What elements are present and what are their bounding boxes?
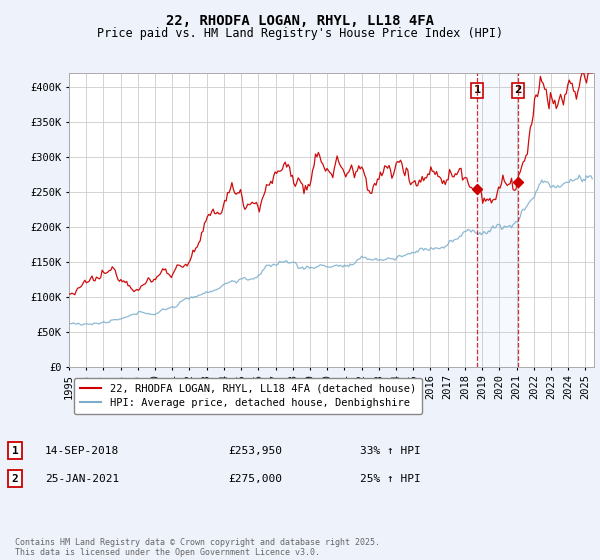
Text: 14-SEP-2018: 14-SEP-2018 (45, 446, 119, 456)
Bar (477, 73, 518, 367)
Text: 2: 2 (11, 474, 19, 484)
Text: 25-JAN-2021: 25-JAN-2021 (45, 474, 119, 484)
Legend: 22, RHODFA LOGAN, RHYL, LL18 4FA (detached house), HPI: Average price, detached : 22, RHODFA LOGAN, RHYL, LL18 4FA (detach… (74, 377, 422, 414)
Text: Contains HM Land Registry data © Crown copyright and database right 2025.
This d: Contains HM Land Registry data © Crown c… (15, 538, 380, 557)
Text: 33% ↑ HPI: 33% ↑ HPI (360, 446, 421, 456)
Text: 22, RHODFA LOGAN, RHYL, LL18 4FA: 22, RHODFA LOGAN, RHYL, LL18 4FA (166, 14, 434, 28)
Text: 2: 2 (514, 85, 521, 95)
Text: Price paid vs. HM Land Registry's House Price Index (HPI): Price paid vs. HM Land Registry's House … (97, 27, 503, 40)
Text: 1: 1 (11, 446, 19, 456)
Text: £253,950: £253,950 (228, 446, 282, 456)
Text: 1: 1 (473, 85, 481, 95)
Text: 25% ↑ HPI: 25% ↑ HPI (360, 474, 421, 484)
Text: £275,000: £275,000 (228, 474, 282, 484)
